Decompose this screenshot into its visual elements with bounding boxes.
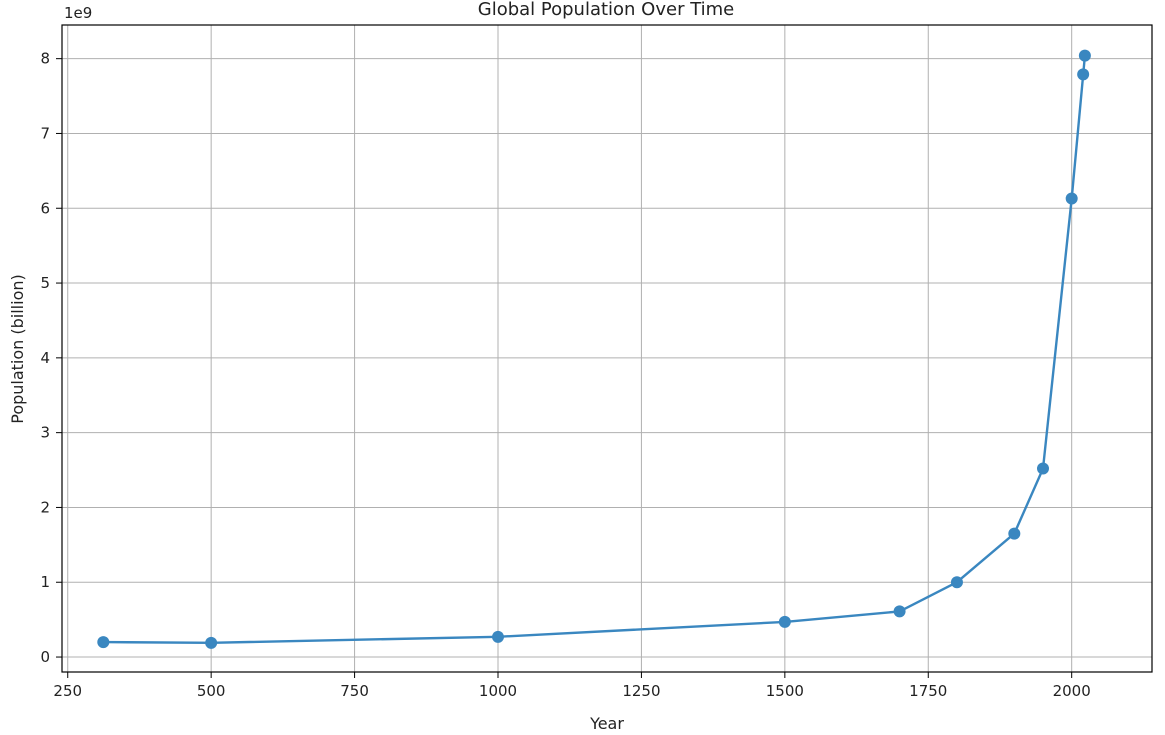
chart-title: Global Population Over Time <box>478 0 735 20</box>
y-tick-label: 0 <box>40 648 50 666</box>
data-point <box>492 630 504 643</box>
data-point <box>893 605 906 618</box>
data-point <box>1077 68 1090 81</box>
x-tick-label: 1250 <box>622 682 660 700</box>
data-point <box>205 636 218 649</box>
y-tick-label: 6 <box>40 199 50 217</box>
plot-frame <box>61 24 1153 673</box>
y-offset-label: 1e9 <box>64 4 92 22</box>
y-axis-label: Population (billion) <box>8 274 27 424</box>
y-axis: 0 1 2 3 4 5 6 7 8 <box>40 50 62 666</box>
y-tick-label: 3 <box>40 424 50 442</box>
data-point <box>778 615 791 628</box>
data-point <box>1078 49 1091 62</box>
data-point <box>1008 527 1021 540</box>
y-tick-label: 4 <box>40 349 50 367</box>
y-tick-label: 7 <box>40 124 50 142</box>
x-axis-label: Year <box>589 714 624 733</box>
grid <box>62 25 1152 672</box>
x-tick-label: 750 <box>340 682 369 700</box>
y-tick-label: 2 <box>40 498 50 516</box>
data-point <box>950 576 963 589</box>
series-line <box>103 55 1087 644</box>
x-tick-label: 1500 <box>766 682 804 700</box>
x-tick-label: 1000 <box>479 682 517 700</box>
x-tick-label: 500 <box>197 682 226 700</box>
data-point <box>1037 462 1049 475</box>
x-tick-label: 1750 <box>909 682 947 700</box>
y-tick-label: 5 <box>40 274 50 292</box>
x-tick-label: 2000 <box>1053 682 1091 700</box>
y-tick-label: 1 <box>40 573 50 591</box>
x-axis: 250 500 750 1000 1250 1500 1750 2000 <box>53 672 1091 700</box>
series-layer <box>97 49 1091 649</box>
x-tick-label: 250 <box>53 682 82 700</box>
y-tick-label: 8 <box>40 50 50 68</box>
data-point <box>97 636 110 649</box>
data-point <box>1065 192 1078 205</box>
